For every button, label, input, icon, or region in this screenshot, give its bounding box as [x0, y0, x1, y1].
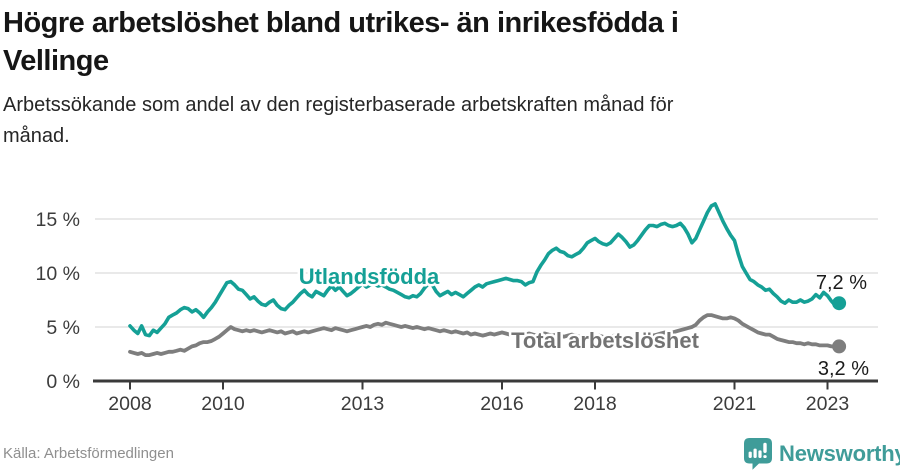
page-title-line-2: Vellinge: [3, 45, 109, 77]
end-value-label-total: 3,2 %: [818, 358, 869, 380]
newsworthy-logo[interactable]: Newsworthy: [744, 438, 900, 470]
y-axis-tick-label: 5 %: [46, 317, 80, 339]
chart-subtitle-line-2: månad.: [3, 125, 70, 147]
y-axis-tick-label: 0 %: [46, 371, 80, 393]
x-axis-tick-label: 2018: [573, 393, 616, 415]
page-title-line-1: Högre arbetslöshet bland utrikes- än inr…: [3, 7, 679, 39]
x-axis-tick-label: 2008: [108, 393, 151, 415]
newsworthy-bubble-chart-icon: [744, 438, 772, 470]
series-line-utlandsfodda: [128, 202, 841, 338]
series-end-dot-total: [832, 339, 847, 354]
x-axis-tick-label: 2010: [201, 393, 245, 415]
series-line-total: [128, 313, 841, 358]
chart-subtitle-line-1: Arbetssökande som andel av den registerb…: [3, 94, 674, 116]
series-end-dot-utlandsfodda: [832, 296, 847, 311]
series-label-total: Total arbetslöshet: [511, 328, 700, 353]
x-axis-tick-label: 2013: [341, 393, 384, 415]
x-axis-tick-label: 2021: [713, 393, 756, 415]
chart-subtitle: Arbetssökande som andel av den registerb…: [3, 90, 897, 152]
y-axis-tick-label: 10 %: [36, 263, 80, 285]
newsworthy-wordmark: Newsworthy: [779, 441, 900, 466]
x-axis-tick-label: 2023: [806, 393, 849, 415]
page-title: Högre arbetslöshet bland utrikes- än inr…: [3, 4, 897, 80]
end-value-label-utlandsfodda: 7,2 %: [816, 272, 867, 294]
source-attribution: Källa: Arbetsförmedlingen: [3, 445, 174, 462]
x-axis-tick-label: 2016: [480, 393, 523, 415]
y-axis-tick-label: 15 %: [36, 209, 80, 231]
series-label-utlandsfodda: Utlandsfödda: [299, 264, 440, 289]
